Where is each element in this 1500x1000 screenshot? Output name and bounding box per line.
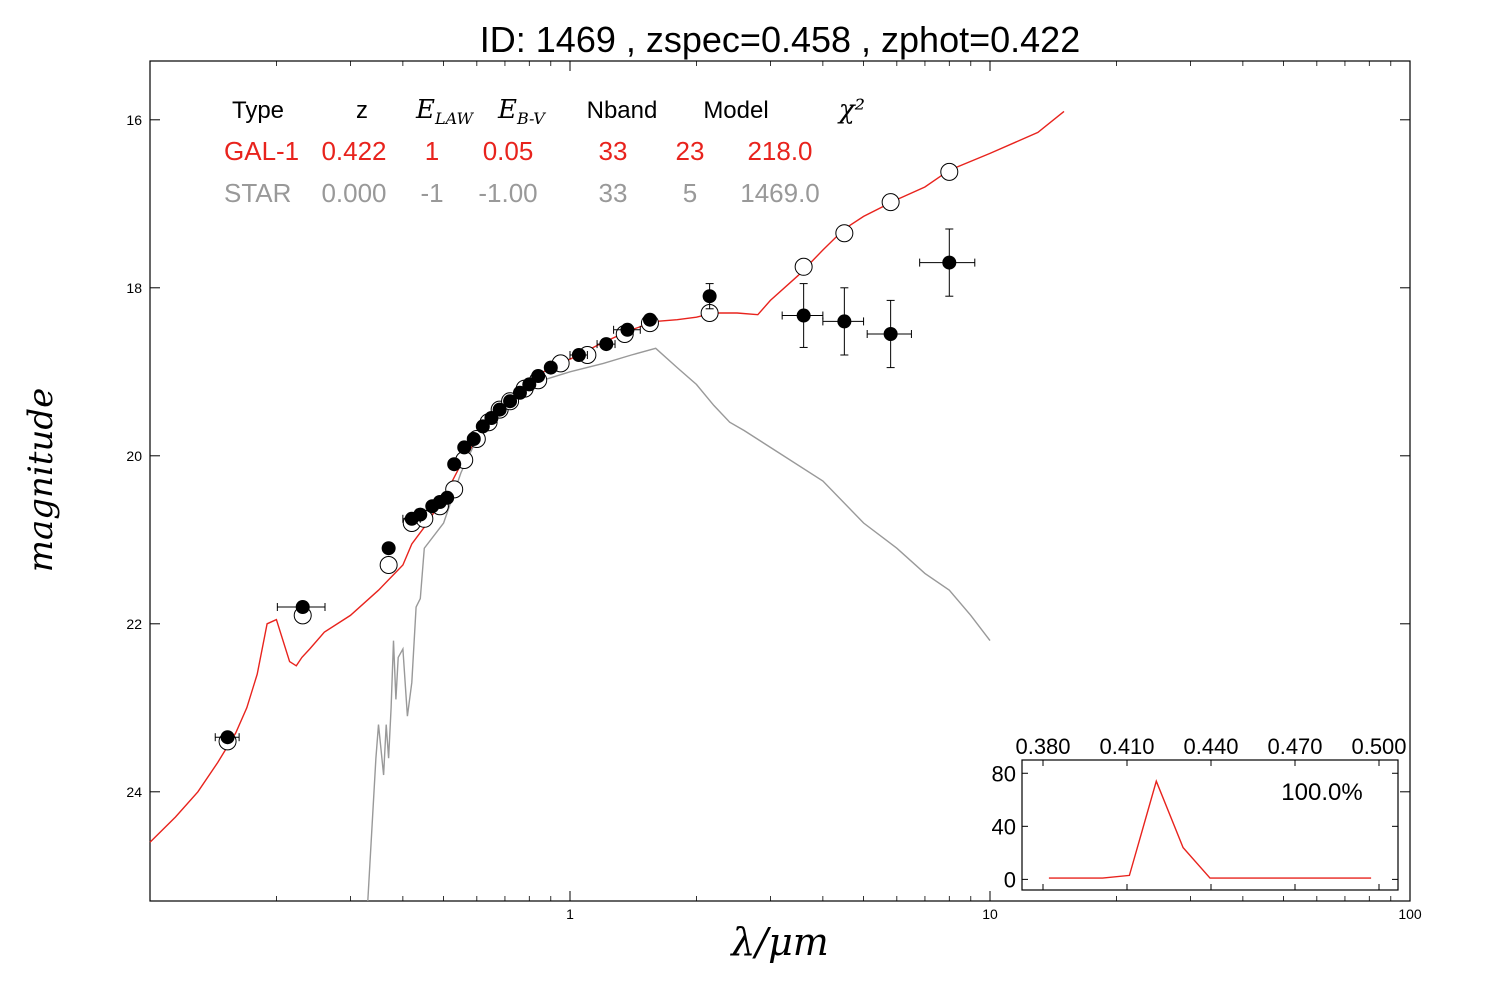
observed-flux-point <box>381 541 396 556</box>
sed-line-gal-1 <box>149 110 1065 843</box>
table-cell: -1 <box>420 178 443 208</box>
observed-flux-point <box>599 337 614 352</box>
table-header-chi2: χ² <box>837 95 865 125</box>
observed-flux-point <box>642 312 657 327</box>
observed-flux-point <box>457 440 472 455</box>
observed-flux-point <box>702 289 717 304</box>
inset-top-tick-label: 0.470 <box>1267 734 1322 759</box>
y-tick-label: 16 <box>126 112 142 128</box>
observed-flux-point <box>413 507 428 522</box>
table-header-z: z <box>356 97 368 124</box>
model-flux-point <box>379 556 398 574</box>
table-cell: 218.0 <box>747 136 812 166</box>
observed-flux-point <box>447 457 462 472</box>
x-tick-label: 10 <box>982 906 998 922</box>
table-cell: 5 <box>683 178 697 208</box>
observed-flux-point <box>440 490 455 505</box>
observed-flux-point <box>837 314 852 329</box>
table-cell: 0.000 <box>321 178 386 208</box>
y-tick-label: 24 <box>126 784 142 800</box>
table-cell: 0.05 <box>483 136 534 166</box>
model-flux-point <box>940 162 959 181</box>
observed-flux-point <box>503 394 518 409</box>
observed-flux-point <box>466 432 481 446</box>
inset-y-tick-label: 0 <box>1004 867 1016 892</box>
observed-flux-point <box>942 255 957 270</box>
inset-y-tick-label: 40 <box>992 814 1016 839</box>
y-axis-label: magnitude <box>21 388 61 573</box>
observed-flux-point <box>295 600 310 614</box>
model-flux-point <box>881 193 900 212</box>
table-cell: STAR <box>224 178 291 208</box>
observed-flux-point <box>571 348 586 362</box>
inset-percent-label: 100.0% <box>1281 779 1362 806</box>
pdz-inset: 0.380 0.410 0.440 0.470 0.500 0 40 80 100.0% <box>992 734 1407 892</box>
fit-table: Type z ELAW EB-V Nband Model χ² GAL-1 0.422 1 0.05… <box>224 95 865 208</box>
observed-flux-point <box>620 322 635 337</box>
inset-top-tick-label: 0.440 <box>1183 734 1238 759</box>
observed-flux-point <box>796 308 811 323</box>
sed-line-star <box>367 347 991 902</box>
table-cell: 23 <box>676 136 705 166</box>
chart-title: ID: 1469 , zspec=0.458 , zphot=0.422 <box>480 19 1080 60</box>
table-header-elaw: ELAW <box>415 95 475 128</box>
observed-flux-point <box>475 419 490 434</box>
x-tick-label: 1 <box>566 906 574 922</box>
y-tick-label: 20 <box>126 448 142 464</box>
plot-frame <box>149 60 1411 902</box>
observed-flux-point <box>543 360 558 375</box>
observed-flux-point <box>883 327 898 341</box>
table-cell: GAL-1 <box>224 136 299 166</box>
pdz-line <box>1048 779 1372 879</box>
observed-flux-point <box>220 730 235 745</box>
observed-flux-point <box>522 377 537 392</box>
inset-frame <box>1021 759 1399 891</box>
table-cell: -1.00 <box>478 178 537 208</box>
inset-top-tick-label: 0.500 <box>1351 734 1406 759</box>
x-tick-label: 100 <box>1398 906 1422 922</box>
model-flux-point <box>794 257 813 276</box>
x-axis-label: λ/μm <box>729 920 829 964</box>
model-flux-point <box>835 224 854 243</box>
table-cell: 1 <box>425 136 439 166</box>
observed-flux-point <box>512 385 527 400</box>
table-cell: 33 <box>599 178 628 208</box>
observed-flux-point <box>492 402 507 417</box>
chart-series <box>149 110 1065 902</box>
inset-top-tick-label: 0.410 <box>1099 734 1154 759</box>
table-header-type: Type <box>232 97 284 124</box>
table-header-nband: Nband <box>587 97 658 124</box>
table-cell: 0.422 <box>321 136 386 166</box>
table-cell: 1469.0 <box>740 178 820 208</box>
y-tick-label: 18 <box>126 280 142 296</box>
inset-y-tick-label: 80 <box>992 761 1016 786</box>
y-tick-label: 22 <box>126 616 142 632</box>
inset-top-tick-label: 0.380 <box>1015 734 1070 759</box>
observed-flux-point <box>531 369 546 383</box>
table-header-ebv: EB-V <box>497 95 546 128</box>
table-cell: 33 <box>599 136 628 166</box>
table-header-model: Model <box>703 97 768 124</box>
